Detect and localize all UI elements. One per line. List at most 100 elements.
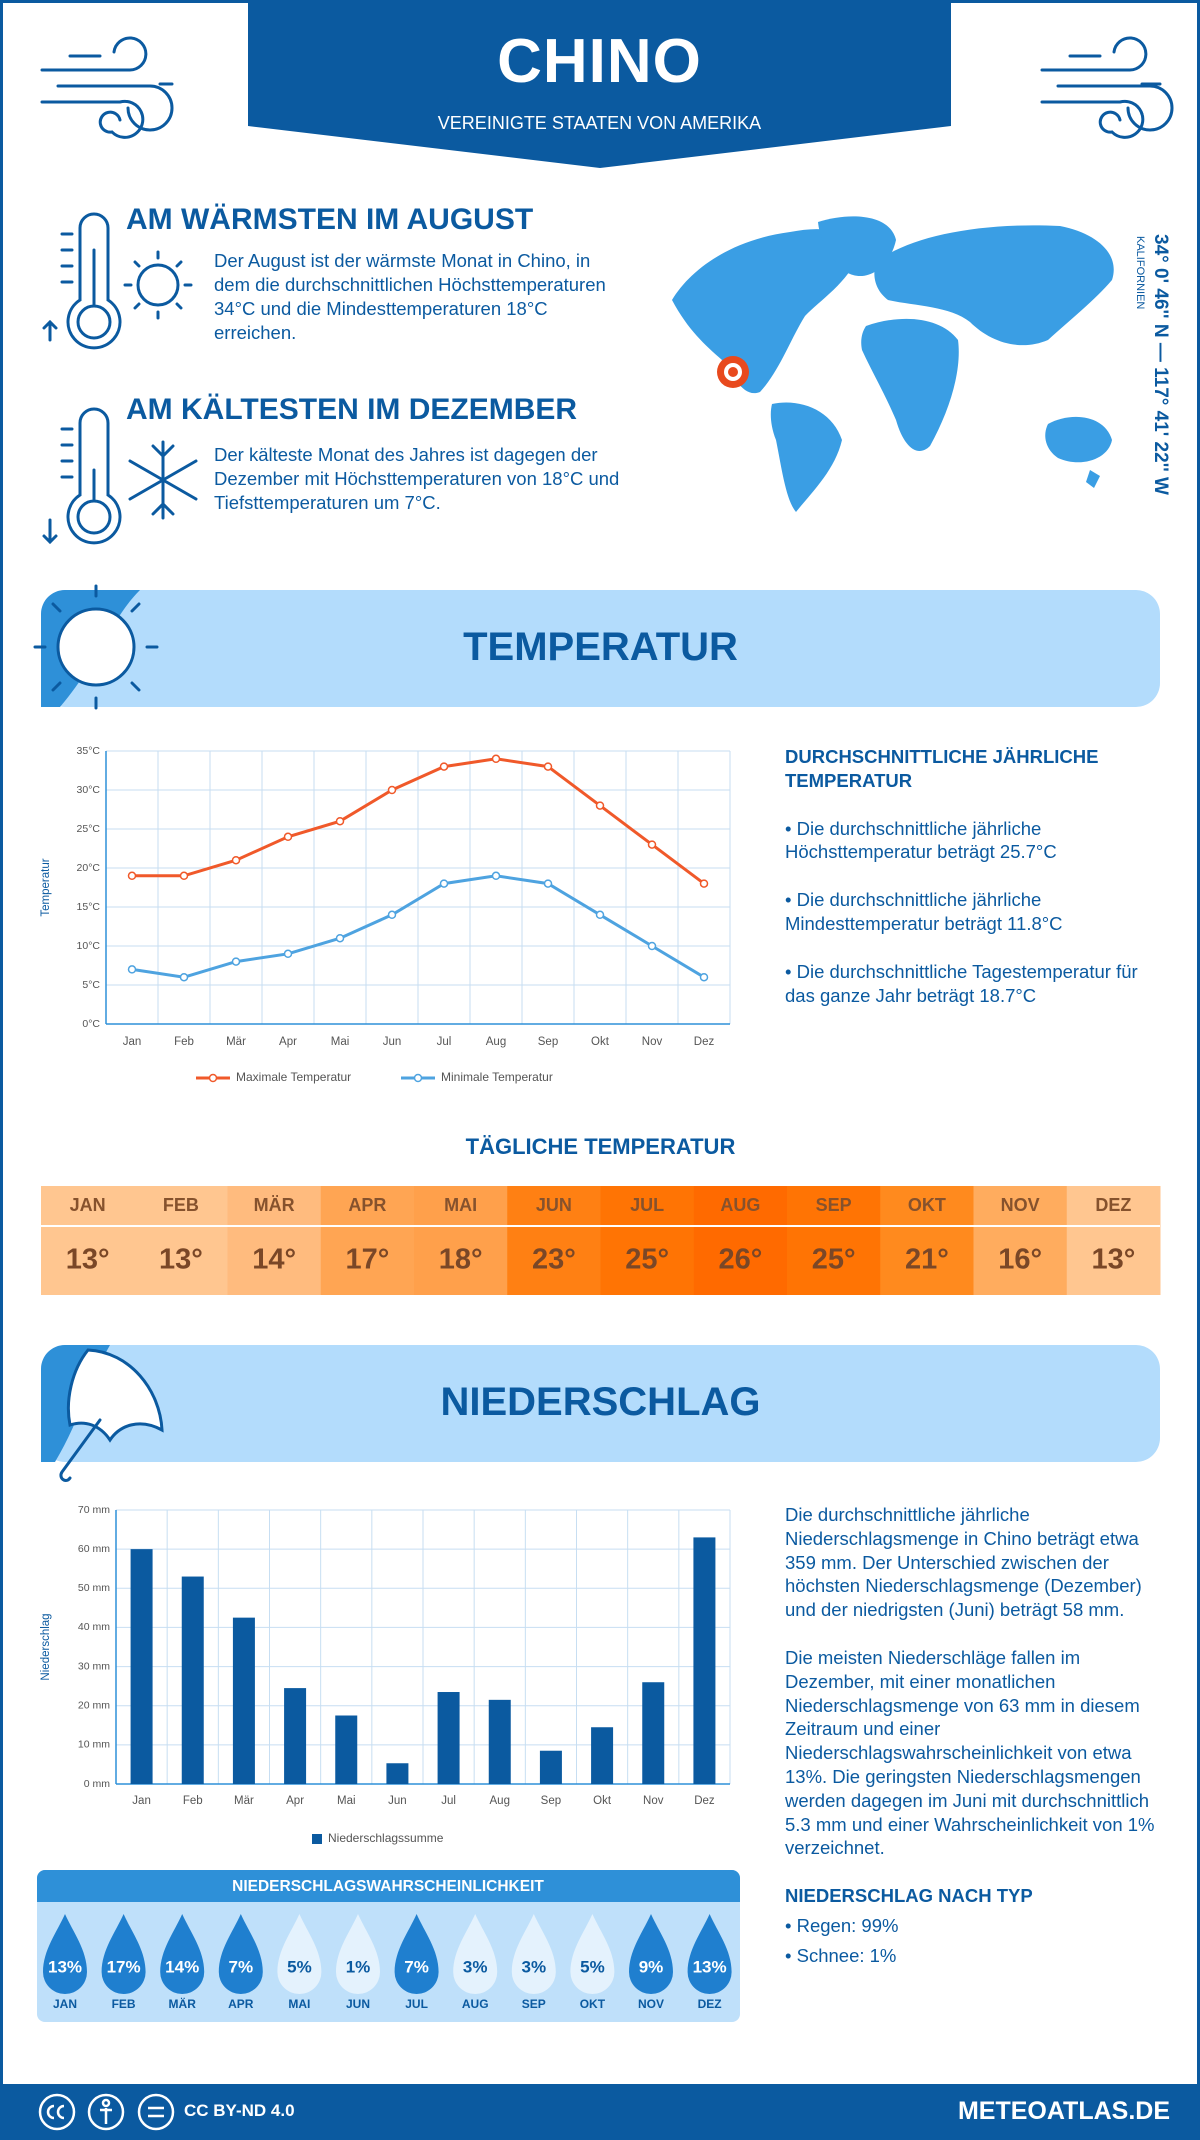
country-subtitle: VEREINIGTE STAATEN VON AMERIKA: [437, 113, 762, 133]
table-cell: [134, 1186, 228, 1295]
coordinates: 34° 0' 46'' N — 117° 41' 22'' W: [1150, 234, 1171, 495]
probability-drop: [336, 1914, 380, 1994]
probability-box: [37, 1870, 740, 2022]
table-cell: [41, 1186, 135, 1295]
line-series: [131, 874, 705, 979]
y-tick-label: 15°C: [77, 901, 101, 913]
highlight-text: Der kälteste Monat des Jahres ist dagege…: [214, 444, 620, 513]
x-tick-label: Dez: [694, 1795, 715, 1807]
probability-drop: [43, 1914, 87, 1994]
x-tick-label: Apr: [286, 1795, 304, 1807]
line-point: [699, 972, 709, 982]
probability-drop: [394, 1914, 439, 1995]
section-title: NIEDERSCHLAG: [440, 1380, 761, 1424]
license: CC BY-ND 4.0: [184, 2101, 295, 2120]
bar: [539, 1750, 562, 1784]
type-item: • Regen: 99%: [785, 1914, 899, 1936]
temperature-value: 13°: [1091, 1244, 1135, 1276]
x-tick-label: Apr: [279, 1036, 297, 1048]
table-cell: [787, 1186, 881, 1295]
month-label: JUL: [630, 1195, 664, 1215]
temperature-value: 25°: [625, 1244, 669, 1276]
summary-bullet: • Die durchschnittliche jährliche Mindes…: [785, 889, 1063, 934]
bar: [232, 1617, 255, 1784]
summary-bullet: • Die durchschnittliche Tagestemperatur …: [785, 960, 1138, 1006]
month-label: JUN: [536, 1195, 572, 1215]
probability-month: SEP: [522, 1997, 546, 2011]
thermometer-icon: [42, 407, 198, 545]
line-point: [491, 754, 501, 764]
probability-drop: [101, 1914, 146, 1995]
wind-icon: [40, 36, 174, 139]
table-cell: [880, 1186, 974, 1295]
temperature-value: 16°: [998, 1244, 1042, 1276]
bar: [591, 1727, 614, 1784]
footer-bar: [0, 2084, 1200, 2140]
month-label: DEZ: [1095, 1195, 1131, 1215]
x-tick-label: Okt: [591, 1036, 610, 1048]
line-point: [647, 941, 657, 951]
probability-month: NOV: [638, 1997, 664, 2011]
probability-month: JAN: [53, 1997, 77, 2011]
line-point: [595, 910, 605, 920]
line-point: [387, 910, 397, 920]
region: KALIFORNIEN: [1134, 236, 1146, 309]
x-tick-label: Jun: [383, 1036, 402, 1048]
month-label: MÄR: [254, 1195, 295, 1215]
y-tick-label: 35°C: [77, 745, 101, 757]
table-cell: [320, 1186, 415, 1295]
section-banner: [33, 584, 1160, 710]
summary-paragraph: Die meisten Niederschläge fallen im Deze…: [785, 1646, 1155, 1859]
legend-marker: [413, 1073, 423, 1083]
probability-value: 5%: [287, 1957, 312, 1976]
probability-month: APR: [228, 1997, 254, 2011]
bar: [181, 1576, 204, 1784]
temperature-value: 23°: [532, 1244, 576, 1276]
y-axis-title: Temperatur: [40, 858, 52, 916]
line-point: [335, 933, 345, 943]
bar: [284, 1688, 307, 1784]
thermometer-icon: [42, 212, 193, 350]
daily-title: TÄGLICHE TEMPERATUR: [465, 1134, 736, 1159]
y-axis-title: Niederschlag: [40, 1613, 52, 1680]
precipitation-summary: Die durchschnittliche jährliche Niedersc…: [785, 1503, 1165, 1968]
x-tick-label: Sep: [541, 1795, 561, 1807]
bar: [437, 1692, 460, 1784]
line-point: [491, 871, 501, 881]
x-tick-label: Jul: [441, 1795, 456, 1807]
temperature-summary: DURCHSCHNITTLICHE JÄHRLICHE TEMPERATUR •…: [785, 745, 1165, 1031]
probability-value: 13%: [48, 1957, 82, 1976]
x-tick-label: Okt: [593, 1795, 612, 1807]
line-point: [439, 879, 449, 888]
month-label: AUG: [720, 1195, 760, 1215]
highlight-text: Der August ist der wärmste Monat in Chin…: [214, 250, 606, 343]
probability-month: JUN: [346, 1997, 370, 2011]
temperature-value: 26°: [718, 1244, 762, 1276]
highlight-title: AM WÄRMSTEN IM AUGUST: [126, 203, 534, 236]
line-point: [387, 785, 397, 795]
temperature-value: 18°: [439, 1244, 483, 1276]
y-tick-label: 5°C: [82, 979, 100, 991]
x-tick-label: Jan: [132, 1795, 151, 1807]
table-cell: [973, 1186, 1068, 1295]
legend-label: Niederschlagssumme: [328, 1831, 444, 1845]
probability-value: 13%: [693, 1957, 727, 1976]
probability-value: 5%: [580, 1957, 605, 1976]
section-title: TEMPERATUR: [463, 625, 738, 669]
x-tick-label: Mär: [226, 1036, 246, 1048]
y-tick-label: 70 mm: [78, 1504, 110, 1516]
bar: [488, 1699, 511, 1784]
bar: [130, 1549, 153, 1784]
y-tick-label: 10 mm: [78, 1739, 110, 1751]
summary-paragraph: Die durchschnittliche jährliche Niedersc…: [785, 1504, 1142, 1621]
world-map: [672, 216, 1114, 512]
y-tick-label: 30°C: [77, 784, 101, 796]
y-tick-label: 20°C: [77, 862, 101, 874]
bar: [642, 1682, 665, 1784]
y-tick-label: 25°C: [77, 823, 101, 835]
line-point: [439, 762, 449, 771]
y-tick-label: 10°C: [77, 940, 101, 952]
line-point: [595, 801, 605, 810]
